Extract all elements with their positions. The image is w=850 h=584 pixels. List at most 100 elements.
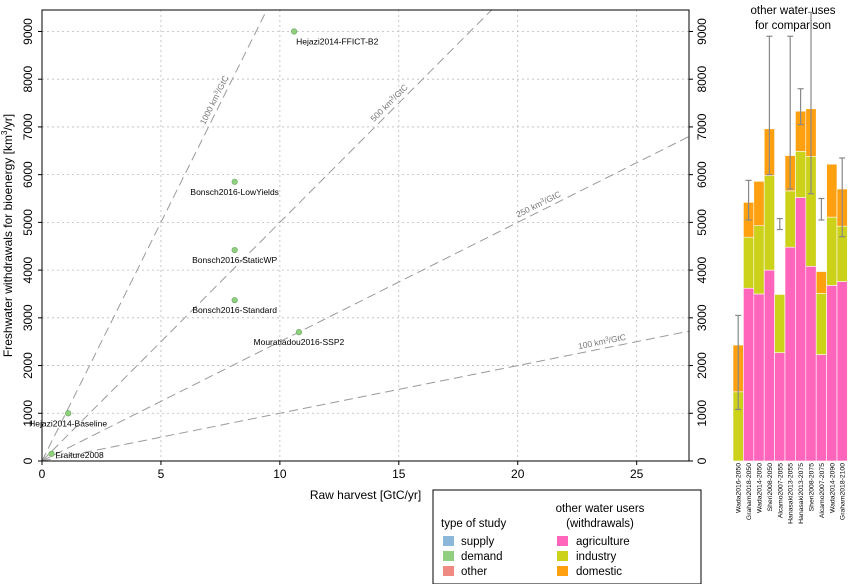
bar-segment-agriculture [836, 281, 848, 462]
bar-category-label: Wada2014-2050 [757, 463, 764, 513]
legend-users-title-1: other water users [556, 503, 645, 515]
y-tick-label-left: 3000 [21, 304, 35, 331]
bar-segment-domestic [815, 271, 827, 294]
scatter-x-axis-label: Raw harvest [GtC/yr] [310, 488, 421, 502]
legend-users-title-2: (withdrawals) [566, 518, 634, 530]
bar-chart-title-line-1: other water uses [750, 5, 835, 17]
reference-line [41, 330, 690, 462]
legend-swatch-agriculture [557, 536, 568, 546]
y-tick-label-right: 3000 [695, 304, 709, 331]
data-point-label: Mouratiadou2016-SSP2 [254, 337, 345, 347]
y-tick-label-left: 6000 [21, 161, 35, 188]
legend-study-items: supply demand other [443, 536, 503, 578]
y-tick-label-left: 1000 [21, 400, 35, 427]
legend-swatch-other [443, 566, 454, 576]
y-tick-label-right: 9000 [695, 18, 709, 45]
data-point [231, 297, 238, 304]
bar-segment-industry [753, 225, 765, 295]
legend: type of study other water users (withdra… [432, 489, 702, 584]
data-point [48, 450, 55, 457]
y-tick-label-right: 2000 [695, 352, 709, 379]
bar-category-label: Hanasaki2013-2055 [788, 463, 795, 524]
x-tick-label: 15 [392, 467, 406, 481]
bar-chart: other water uses for comparison Wada2016… [732, 5, 848, 524]
bar-segment-agriculture [795, 197, 807, 462]
legend-label-agriculture: agriculture [576, 536, 630, 548]
data-point-label: Hejazi2014-Baseline [29, 418, 107, 428]
scatter-y-axis-label: Freshwater withdrawals for bioenergy [km… [0, 114, 15, 357]
bar-category-label: Hanasaki2013-2075 [798, 463, 805, 524]
legend-label-supply: supply [461, 536, 494, 548]
bar-category-label: Alcamo2007-2075 [819, 463, 826, 518]
x-tick-label: 20 [511, 467, 525, 481]
bar-segment-industry [826, 216, 838, 286]
bar-category-label: Graham2018-2050 [746, 463, 753, 520]
bar-segment-industry [795, 150, 807, 198]
bar-segment-domestic [753, 181, 765, 227]
scatter-grid [42, 10, 689, 461]
legend-swatch-demand [443, 551, 454, 561]
bar-segment-domestic [826, 163, 838, 218]
data-point [295, 329, 302, 336]
bar-segment-agriculture [763, 269, 775, 462]
legend-label-industry: industry [576, 551, 617, 563]
legend-study-title: type of study [441, 518, 506, 530]
scatter-plot-frame [41, 9, 690, 462]
legend-users-items: agriculture industry domestic [557, 536, 630, 578]
bar-category-label: Wada2014-2090 [829, 463, 836, 513]
bar-chart-title-line-2: for comparison [755, 20, 831, 32]
bar-segment-industry [815, 293, 827, 355]
bar-segment-agriculture [826, 285, 838, 462]
y-tick-label-left: 2000 [21, 352, 35, 379]
reference-line-label: 1000 km3/GtC [198, 74, 231, 126]
x-tick-label: 5 [158, 467, 165, 481]
bar-category-label: Sheri2008-2075 [809, 463, 816, 512]
bar-error-bars [735, 11, 846, 411]
bar-category-label: Alcamo2007-2055 [777, 463, 784, 518]
data-point [65, 410, 72, 417]
y-tick-label-left: 8000 [21, 66, 35, 93]
bar-segment-agriculture [774, 352, 786, 462]
y-tick-label-right: 0 [695, 457, 709, 464]
x-tick-label: 10 [273, 467, 287, 481]
bar-segment-agriculture [753, 293, 765, 462]
data-point-label: Bonsch2016-StaticWP [192, 255, 277, 265]
data-point-label: Fraiture2008 [56, 450, 104, 460]
x-tick-label: 25 [630, 467, 644, 481]
bar-segment-agriculture [743, 287, 755, 462]
y-tick-label-left: 9000 [21, 18, 35, 45]
bar-segment-industry [784, 190, 796, 248]
y-tick-label-left: 4000 [21, 256, 35, 283]
y-tick-label-left: 7000 [21, 113, 35, 140]
legend-swatch-industry [557, 551, 568, 561]
y-tick-label-right: 1000 [695, 400, 709, 427]
bar-category-label: Graham2018-2100 [840, 463, 847, 520]
data-point-label: Bonsch2016-LowYields [190, 187, 279, 197]
reference-line-label: 100 km3/GtC [577, 332, 627, 351]
reference-line [41, 136, 690, 462]
scatter-points: Hejazi2014-FFICT-B2 Bonsch2016-LowYields B… [29, 28, 379, 460]
reference-line [41, 9, 268, 462]
y-tick-label-right: 4000 [695, 256, 709, 283]
bar-segment-agriculture [815, 354, 827, 462]
scatter-chart: 1000 km3/GtC 500 km3/GtC 250 km3/GtC 100 km… [0, 9, 709, 502]
bar-category-label: Sheri2008-2050 [767, 463, 774, 512]
reference-line-label: 250 km3/GtC [514, 189, 562, 220]
bar-segment-agriculture [805, 265, 817, 462]
legend-label-demand: demand [461, 551, 503, 563]
x-tick-label: 0 [39, 467, 46, 481]
bar-segment-industry [763, 175, 775, 271]
reference-lines: 1000 km3/GtC 500 km3/GtC 250 km3/GtC 100 km… [41, 9, 690, 462]
bar-segment-agriculture [784, 246, 796, 462]
y-tick-label-left: 0 [21, 457, 35, 464]
legend-swatch-supply [443, 536, 454, 546]
y-tick-label-right: 6000 [695, 161, 709, 188]
bar-segment-industry [743, 236, 755, 289]
bar-category-label: Wada2016-2050 [736, 463, 743, 513]
data-point [291, 28, 298, 35]
data-point [231, 246, 238, 254]
y-tick-label-right: 5000 [695, 209, 709, 236]
data-point-label: Bonsch2016-Standard [192, 305, 277, 315]
